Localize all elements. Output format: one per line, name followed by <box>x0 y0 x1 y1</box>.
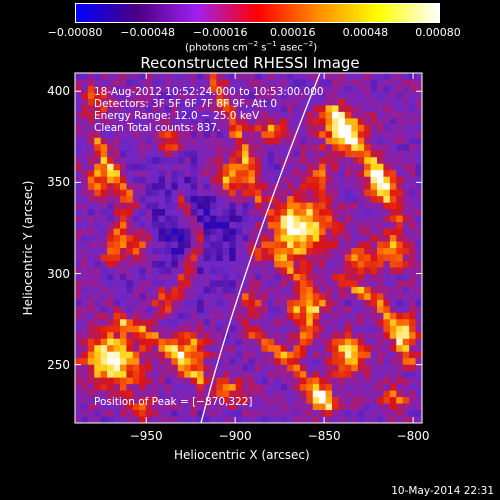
colorbar-tick-label: −0.00016 <box>192 26 248 39</box>
timestamp-footer: 10-May-2014 22:31 <box>391 485 494 497</box>
clean-counts-text: Clean Total counts: 837. <box>94 122 221 134</box>
solar-limb-line <box>200 73 321 423</box>
colorbar-tick-label: 0.00080 <box>415 26 461 39</box>
image-title: Reconstructed RHESSI Image <box>140 54 360 72</box>
colorbar <box>75 3 440 23</box>
x-axis-label: Heliocentric X (arcsec) <box>174 448 310 462</box>
peak-position-text: Position of Peak = [−870,322] <box>94 396 253 408</box>
time-range-text: 18-Aug-2012 10:52:24.000 to 10:53:00.000 <box>94 86 324 98</box>
colorbar-tick-label: −0.00048 <box>120 26 175 39</box>
x-tick-label: −900 <box>218 429 252 443</box>
y-tick-label: 400 <box>47 84 70 99</box>
y-axis-label: Heliocentric Y (arcsec) <box>21 180 35 316</box>
x-tick-label: −850 <box>307 429 341 443</box>
colorbar-tick-label: 0.00048 <box>342 26 389 39</box>
energy-range-text: Energy Range: 12.0 − 25.0 keV <box>94 110 260 122</box>
x-tick-label: −950 <box>129 429 163 443</box>
colorbar-tick-label: 0.00016 <box>270 26 316 39</box>
y-tick-label: 300 <box>47 266 70 281</box>
y-tick-label: 350 <box>47 175 70 190</box>
axis-ticks <box>75 73 422 423</box>
x-tick-label: −800 <box>396 429 430 443</box>
detectors-text: Detectors: 3F 5F 6F 7F 8F 9F, Att 0 <box>94 98 278 110</box>
y-tick-label: 250 <box>47 357 70 372</box>
colorbar-tick-label: −0.00080 <box>47 26 103 39</box>
colorbar-units: (photons cm−2 s−1 asec−2) <box>185 40 318 54</box>
plot-frame <box>74 72 423 424</box>
heatmap-pixels <box>75 73 422 423</box>
